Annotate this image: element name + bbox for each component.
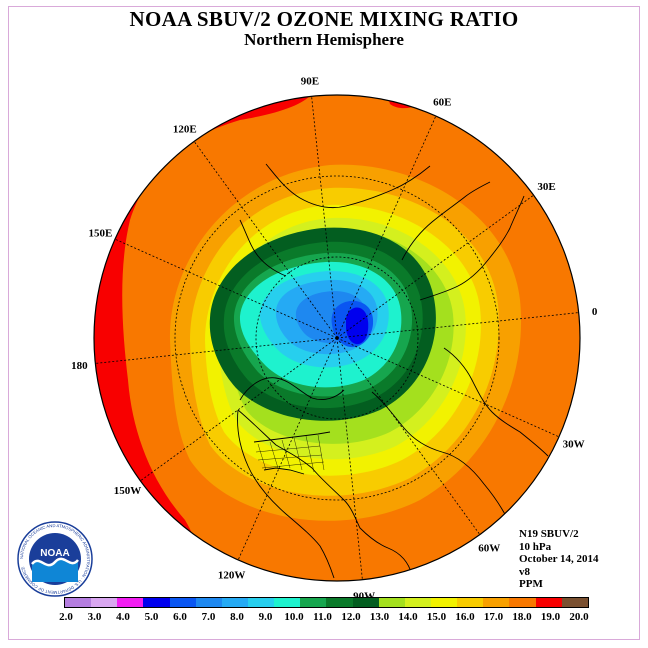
plot-frame — [8, 6, 640, 640]
map-boundary — [93, 94, 581, 582]
meridian-60e — [336, 115, 437, 339]
colorbar-label: 11.0 — [313, 611, 332, 623]
meridian-90e — [311, 96, 338, 339]
colorbar-segment — [457, 598, 484, 607]
coastline-alaska — [239, 219, 287, 277]
noaa-logo: NOAA NATIONAL OCEANIC AND ATMOSPHERIC AD… — [17, 521, 93, 597]
colorbar-segment — [326, 598, 353, 607]
page-title: NOAA SBUV/2 OZONE MIXING RATIO — [129, 7, 519, 31]
lon-label-180: 180 — [71, 360, 88, 372]
meridian-120e — [193, 141, 338, 339]
meridian-150w — [140, 337, 338, 482]
meridian-180 — [95, 337, 338, 364]
info-units: PPM — [519, 578, 543, 590]
colorbar-label: 17.0 — [483, 611, 504, 623]
colorbar-segment — [247, 598, 275, 607]
colorbar-label: 18.0 — [512, 611, 532, 623]
colorbar-segment — [483, 598, 510, 607]
lon-label-30e: 30E — [537, 181, 555, 193]
colorbar-label: 5.0 — [144, 611, 159, 623]
graticule — [174, 175, 500, 501]
colorbar-segment — [404, 598, 431, 607]
coastline-scandinavia — [401, 181, 491, 261]
meridian-30w — [336, 337, 560, 438]
ozone-field — [94, 95, 580, 581]
border-us-mexico — [263, 467, 305, 475]
coastline-europe — [419, 195, 525, 301]
colorbar-label: 15.0 — [426, 611, 447, 623]
info-pressure: 10 hPa — [519, 540, 552, 553]
colorbar-label: 13.0 — [369, 611, 390, 623]
latitude-circle-middle — [174, 175, 500, 501]
info-version: v8 — [519, 565, 530, 578]
info-date: October 14, 2014 — [519, 553, 599, 565]
colorbar-label: 20.0 — [569, 611, 589, 623]
meridian-120w — [237, 337, 338, 561]
meridians — [95, 96, 579, 580]
meridian-30e — [336, 194, 534, 339]
coastline-americas-west — [237, 409, 335, 579]
colorbar-label: 2.0 — [59, 611, 73, 623]
coastline-americas-east — [237, 409, 413, 576]
colorbar-label: 14.0 — [398, 611, 418, 623]
coastlines — [237, 163, 549, 579]
colorbar-segment — [169, 598, 196, 607]
lon-label-120e: 120E — [173, 123, 197, 135]
colorbar-label: 7.0 — [201, 611, 216, 623]
logo-text: NOAA — [40, 548, 69, 559]
colorbar-segment — [300, 598, 327, 607]
colorbar-label: 19.0 — [540, 611, 561, 623]
colorbar-segment — [509, 598, 536, 607]
colorbar-segment — [535, 598, 562, 607]
colorbar-label: 12.0 — [341, 611, 361, 623]
colorbar-segment — [117, 598, 144, 607]
lon-label-90e: 90E — [301, 75, 319, 87]
meridian-90w — [336, 337, 363, 580]
colorbar-label: 6.0 — [173, 611, 187, 623]
lon-label-150e: 150E — [88, 228, 112, 240]
band-19-asia — [385, 95, 430, 109]
colorbar — [64, 597, 589, 608]
border-us-canada — [253, 431, 331, 443]
lon-label-0: 0 — [592, 306, 598, 318]
coastline-canada-north — [239, 377, 345, 401]
lon-label-120w: 120W — [218, 570, 246, 582]
colorbar-segment — [221, 598, 248, 607]
colorbar-label: 3.0 — [87, 611, 102, 623]
colorbar-segment — [195, 598, 222, 607]
lon-label-30w: 30W — [563, 438, 585, 450]
colorbar-segment — [430, 598, 458, 607]
coastline-africa — [443, 347, 549, 457]
coastline-siberia — [265, 163, 431, 209]
us-state-lines — [255, 434, 325, 473]
ozone-minimum — [346, 307, 369, 345]
colorbar-label: 4.0 — [116, 611, 130, 623]
colorbar-label: 16.0 — [455, 611, 475, 623]
colorbar-segment — [274, 598, 301, 607]
colorbar-segment — [561, 598, 588, 607]
band-19-pacific — [94, 95, 316, 581]
coastline-greenland-atlantic — [371, 391, 509, 521]
colorbar-segment — [143, 598, 170, 607]
meridian-0 — [336, 312, 579, 339]
latitude-circle-inner — [255, 256, 419, 420]
meridian-150e — [114, 238, 338, 339]
colorbar-label: 10.0 — [284, 611, 304, 623]
colorbar-segment — [65, 598, 92, 607]
info-satellite: N19 SBUV/2 — [519, 528, 579, 540]
page-subtitle: Northern Hemisphere — [244, 30, 404, 49]
colorbar-labels: 2.0 3.0 4.0 5.0 6.0 7.0 8.0 9.0 10.0 11.0 12.0 13.0… — [0, 611, 648, 625]
meridian-60w — [336, 337, 481, 535]
colorbar-segment — [352, 598, 379, 607]
colorbar-label: 8.0 — [230, 611, 244, 623]
info-block: N19 SBUV/2 10 hPa October 14, 2014 v8 PP… — [519, 528, 599, 591]
lon-label-60w: 60W — [478, 543, 500, 555]
colorbar-label: 9.0 — [258, 611, 273, 623]
lon-label-60e: 60E — [433, 96, 451, 108]
colorbar-segment — [378, 598, 405, 607]
colorbar-segment — [91, 598, 118, 607]
lon-label-150w: 150W — [114, 485, 142, 497]
